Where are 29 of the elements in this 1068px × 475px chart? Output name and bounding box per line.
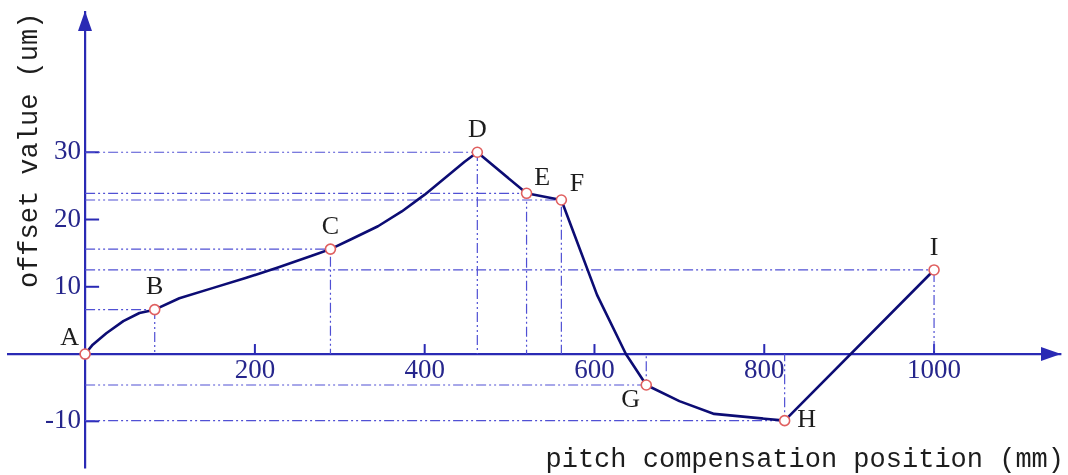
x-tick-label: 800 xyxy=(744,353,785,384)
x-tick-label: 1000 xyxy=(907,353,962,384)
point xyxy=(555,194,568,206)
y-tick-label: 20 xyxy=(54,202,82,233)
x-axis-title: pitch compensation position (mm) xyxy=(545,445,1064,475)
point xyxy=(79,348,91,360)
annotation: D xyxy=(467,114,487,144)
annotation: A xyxy=(60,322,80,352)
point xyxy=(778,414,791,427)
annotation: I xyxy=(929,231,939,261)
annotation: C xyxy=(321,210,340,240)
y-tick-label: 10 xyxy=(54,269,82,300)
y-tick-label: -10 xyxy=(45,404,82,435)
point xyxy=(928,264,940,276)
x-tick-label: 200 xyxy=(234,353,276,384)
annotation: G xyxy=(621,384,641,414)
y-axis-title: offset value (um) xyxy=(15,12,46,289)
point xyxy=(148,303,161,316)
point xyxy=(640,379,653,391)
annotation: H xyxy=(797,404,817,434)
x-tick-label: 600 xyxy=(574,353,615,384)
annotation: E xyxy=(534,161,551,191)
x-tick-label: 400 xyxy=(404,353,445,384)
annotation: F xyxy=(569,168,585,198)
y-tick-label: 30 xyxy=(54,135,82,166)
point xyxy=(324,243,337,255)
point xyxy=(520,187,533,200)
point xyxy=(471,146,484,159)
annotation: B xyxy=(146,271,164,301)
